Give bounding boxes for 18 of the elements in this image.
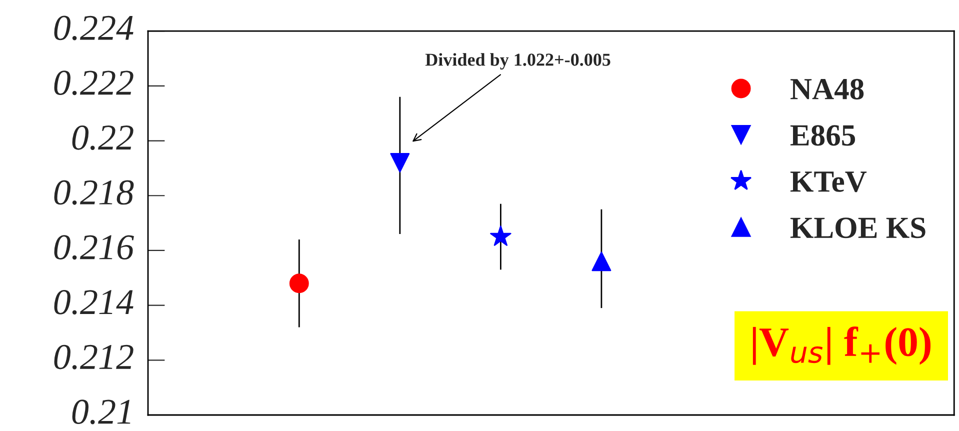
legend-label: KTeV	[790, 172, 867, 192]
legend-label: E865	[790, 125, 856, 146]
y-tick-label: 0.224	[54, 16, 134, 40]
y-tick-label: 0.222	[54, 70, 134, 96]
text: |V$_{us}$| f$_{+}$(0)	[752, 326, 930, 365]
y-tick-label: 0.21	[72, 400, 130, 424]
legend-label: KLOE KS	[790, 218, 926, 238]
y-tick-label: 0.214	[54, 290, 134, 315]
y-tick-label: 0.218	[54, 180, 134, 205]
point	[390, 152, 410, 172]
point	[289, 274, 309, 294]
y-tick-label: 0.22	[72, 125, 134, 150]
annotation: Divided by 1.022+-0.005	[425, 53, 610, 70]
legend-label: NA48	[790, 78, 864, 100]
y-tick-label: 0.216	[54, 235, 134, 260]
point	[592, 252, 612, 272]
y-tick-label: 0.212	[54, 344, 134, 370]
point	[490, 226, 512, 246]
